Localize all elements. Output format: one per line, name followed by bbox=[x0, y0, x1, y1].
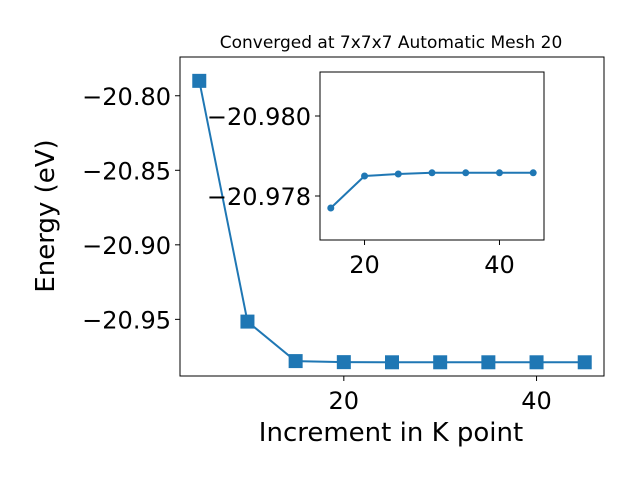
inset-data-point bbox=[428, 169, 436, 177]
inset-data-point bbox=[529, 169, 537, 177]
inset-data-point bbox=[394, 170, 402, 178]
inset-y-tick-label: −20.980 bbox=[207, 103, 311, 131]
main-data-point bbox=[192, 73, 207, 88]
main-y-tick-label: −20.95 bbox=[82, 306, 171, 334]
y-axis-label: Energy (eV) bbox=[31, 139, 61, 292]
main-data-point bbox=[288, 354, 303, 369]
x-axis-label: Increment in K point bbox=[259, 418, 523, 448]
main-data-point bbox=[433, 355, 448, 370]
inset-x-tick-label: 40 bbox=[484, 251, 515, 279]
main-data-point bbox=[336, 355, 351, 370]
inset-x-tick-label: 20 bbox=[349, 251, 380, 279]
main-data-point bbox=[240, 314, 255, 329]
main-data-point bbox=[481, 355, 496, 370]
main-data-point bbox=[529, 355, 544, 370]
inset-data-point bbox=[361, 172, 369, 180]
inset-data-point bbox=[327, 204, 335, 212]
main-data-point bbox=[385, 355, 399, 370]
inset-data-point bbox=[462, 169, 470, 177]
inset-frame bbox=[319, 71, 545, 241]
main-data-point bbox=[577, 355, 592, 370]
chart-title: Converged at 7x7x7 Automatic Mesh 20 bbox=[220, 33, 563, 53]
main-y-tick-label: −20.80 bbox=[82, 83, 171, 111]
inset-y-tick-label: −20.978 bbox=[207, 183, 311, 211]
main-y-tick-label: −20.90 bbox=[82, 232, 171, 260]
main-y-tick-label: −20.85 bbox=[82, 157, 171, 185]
inset-plot: 20 40 −20.980 −20.978 bbox=[207, 71, 545, 279]
main-x-tick-label: 20 bbox=[329, 387, 360, 415]
inset-data-point bbox=[495, 169, 503, 177]
main-x-tick-label: 40 bbox=[521, 387, 552, 415]
